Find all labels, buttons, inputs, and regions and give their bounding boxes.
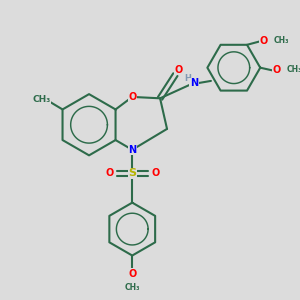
Text: CH₃: CH₃ xyxy=(124,283,140,292)
Text: CH₃: CH₃ xyxy=(32,95,51,104)
Text: O: O xyxy=(128,268,136,279)
Text: CH₃: CH₃ xyxy=(274,36,289,45)
Text: N: N xyxy=(190,78,198,88)
Text: O: O xyxy=(151,168,160,178)
Text: O: O xyxy=(260,37,268,46)
Text: O: O xyxy=(105,168,113,178)
Text: H: H xyxy=(184,74,191,83)
Text: N: N xyxy=(128,145,136,155)
Text: S: S xyxy=(128,168,136,178)
Text: O: O xyxy=(128,92,136,102)
Text: O: O xyxy=(175,64,183,75)
Text: CH₃: CH₃ xyxy=(287,65,300,74)
Text: O: O xyxy=(273,65,281,76)
